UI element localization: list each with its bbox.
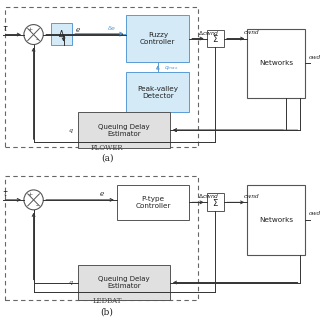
Bar — [247, 185, 305, 255]
Bar — [207, 193, 224, 211]
Text: FLOWER: FLOWER — [91, 144, 123, 152]
Text: owd: owd — [309, 55, 321, 60]
Bar — [4, 176, 198, 301]
Text: +: + — [27, 27, 32, 32]
Circle shape — [24, 25, 43, 44]
Text: (a): (a) — [101, 154, 113, 163]
Text: $\tau$: $\tau$ — [2, 24, 9, 33]
Text: P-type
Controller: P-type Controller — [135, 196, 171, 209]
Text: q: q — [68, 128, 72, 133]
Text: (b): (b) — [100, 308, 114, 317]
Bar — [78, 112, 170, 148]
Text: +: + — [27, 192, 32, 197]
Text: Fuzzy
Controller: Fuzzy Controller — [140, 32, 176, 45]
Text: -: - — [35, 36, 38, 44]
Text: $\tau$: $\tau$ — [2, 189, 9, 198]
Text: Queuing Delay
Estimator: Queuing Delay Estimator — [98, 124, 150, 137]
Text: cwnd: cwnd — [243, 194, 259, 199]
Text: q: q — [68, 280, 72, 285]
Text: $q_{max}$: $q_{max}$ — [164, 64, 179, 72]
Text: $\Sigma$: $\Sigma$ — [212, 197, 219, 208]
Text: Peak-valley
Detector: Peak-valley Detector — [137, 86, 178, 99]
Bar — [126, 15, 189, 62]
Text: Networks: Networks — [259, 60, 293, 66]
Bar — [247, 29, 305, 98]
Bar — [207, 30, 224, 47]
Text: Queuing Delay
Estimator: Queuing Delay Estimator — [98, 276, 150, 289]
Text: LEDBAT: LEDBAT — [92, 298, 122, 305]
Text: $\Delta cwnd$: $\Delta cwnd$ — [198, 192, 219, 200]
Circle shape — [24, 190, 43, 210]
Text: e: e — [100, 190, 104, 198]
Text: $\Delta cwnd$: $\Delta cwnd$ — [198, 29, 219, 36]
Text: Networks: Networks — [259, 217, 293, 223]
Bar — [4, 7, 198, 147]
Text: e: e — [76, 26, 80, 34]
Text: owd: owd — [309, 211, 321, 216]
Text: cwnd: cwnd — [243, 30, 259, 35]
Text: $\delta e$: $\delta e$ — [107, 24, 117, 32]
Text: $\Sigma$: $\Sigma$ — [212, 33, 219, 44]
Bar — [117, 185, 189, 220]
Bar — [51, 23, 72, 44]
Text: -: - — [35, 202, 38, 210]
Bar — [78, 265, 170, 301]
Text: $\Delta$: $\Delta$ — [58, 28, 65, 39]
Bar — [126, 72, 189, 112]
